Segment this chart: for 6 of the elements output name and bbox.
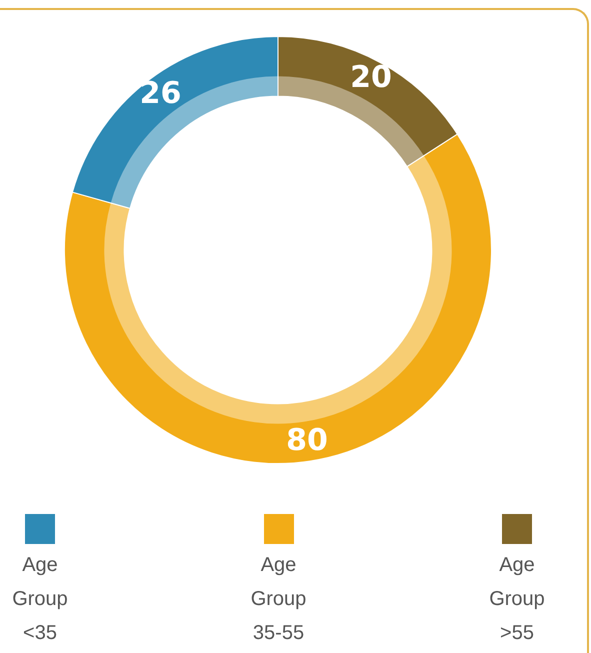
- legend-label: Age Group >55: [488, 553, 546, 646]
- data-label: 26: [140, 76, 182, 111]
- data-label: 20: [350, 60, 392, 95]
- legend-label: Age Group <35: [11, 553, 69, 646]
- data-label: 80: [286, 423, 328, 458]
- legend-label: Age Group 35-55: [250, 553, 308, 646]
